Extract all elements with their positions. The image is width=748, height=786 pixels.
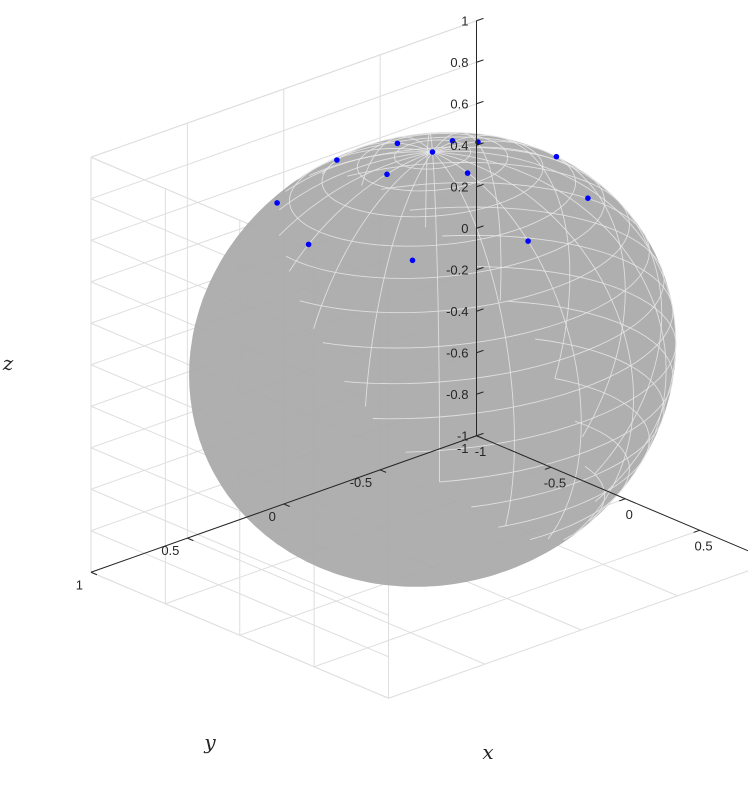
x-axis-title: x [482, 740, 493, 764]
data-points [274, 138, 591, 264]
z-tick-label: 0.8 [450, 55, 468, 70]
sphere-longitude-line [365, 151, 433, 407]
z-tick-label: -0.2 [446, 262, 468, 277]
sphere-longitude-line [432, 151, 667, 522]
z-tick-mark [476, 432, 484, 437]
sphere-longitude-line [361, 136, 433, 186]
z-tick-label: -0.8 [446, 387, 468, 402]
sphere-longitude-line [432, 151, 440, 482]
side-wall-grid-line [90, 571, 389, 699]
data-point [384, 171, 390, 178]
z-tick-label: 0.4 [450, 138, 468, 153]
z-tick-label: -0.6 [446, 345, 468, 360]
sphere-longitude-line [432, 151, 634, 535]
sphere-longitude-line [279, 151, 433, 211]
z-tick-mark [476, 391, 484, 395]
z-tick-label: 0.6 [450, 96, 468, 111]
x-tick-label: -1 [475, 444, 487, 459]
x-tick-label: 0 [626, 507, 633, 522]
data-point [334, 157, 340, 163]
y-tick-label: -1 [457, 441, 469, 456]
z-tick-label: -0.4 [446, 304, 468, 319]
x-tick-mark [544, 466, 552, 470]
y-axis-title: y [203, 730, 216, 754]
sphere-longitude-line [297, 148, 433, 180]
y-tick-mark [90, 571, 98, 576]
sphere-latitude-line [285, 146, 606, 279]
data-point [553, 153, 560, 160]
side-wall-grid-line [90, 530, 389, 658]
y-tick-label: 0 [269, 509, 276, 524]
data-point [464, 170, 471, 176]
z-tick-mark [476, 17, 484, 22]
sphere-latitude-line [299, 161, 630, 314]
data-point [274, 200, 280, 206]
x-tick-mark [619, 498, 626, 502]
data-point [429, 149, 436, 155]
sphere-latitude-line [471, 338, 665, 508]
y-tick-label: 1 [76, 577, 83, 592]
y-tick-label: 0.5 [161, 543, 179, 558]
z-tick-label: -1 [457, 428, 469, 443]
back-wall-grid-line [90, 103, 477, 241]
x-tick-label: -0.5 [544, 475, 566, 490]
z-tick-mark [476, 183, 484, 188]
sphere-longitude-line [278, 151, 433, 237]
data-point [305, 241, 312, 248]
data-point [409, 257, 416, 264]
x-tick-mark [470, 435, 477, 439]
sphere-latitude-line [372, 234, 674, 420]
sphere-longitude-line [432, 151, 582, 540]
sphere-surface [189, 131, 677, 587]
sphere-longitude-line [425, 132, 433, 228]
z-tick-mark [476, 266, 484, 271]
sphere-body [189, 132, 676, 587]
back-wall-grid-line [90, 61, 477, 200]
axes-layer [90, 17, 748, 576]
sphere-longitude-line [432, 140, 626, 438]
z-tick-mark [476, 142, 484, 146]
y-tick-mark [283, 503, 290, 507]
x-tick-label: 0.5 [695, 538, 713, 553]
data-point [449, 138, 456, 144]
sphere-longitude-line [313, 151, 433, 329]
y-tick-mark [476, 435, 483, 439]
box-edge [90, 20, 477, 158]
y-tick-mark [187, 537, 194, 542]
z-tick-mark [476, 100, 484, 105]
z-axis-title: z [2, 351, 14, 375]
sphere-longitude-line [432, 146, 663, 475]
z-tick-mark [476, 349, 484, 354]
y-tick-label: -0.5 [350, 475, 372, 490]
y-tick-mark [379, 469, 387, 473]
sphere-latitude-line [344, 206, 665, 385]
z-tick-mark [476, 308, 484, 312]
sphere-longitude-line [432, 150, 677, 502]
sphere-latitude-line [405, 266, 677, 453]
data-point [525, 238, 531, 244]
sphere-latitude-line [563, 466, 606, 541]
sphere-longitude-line [432, 135, 571, 379]
tick-labels: -1 -0.8 -0.6 -0.4 -0.2 0 0.2 0.4 0.6 0.8 1 -1 -0.5 0 0… [76, 13, 713, 592]
z-tick-label: 0 [461, 221, 468, 236]
z-tick-label: 0.2 [450, 179, 468, 194]
z-tick-label: 1 [461, 13, 468, 28]
side-wall-grid-line [90, 488, 389, 616]
data-point [585, 195, 591, 201]
sphere-latitude-line [322, 182, 650, 349]
floor-grid-line [187, 537, 486, 665]
z-tick-mark [476, 59, 484, 63]
data-point [394, 140, 401, 147]
sphere-longitude-line [285, 151, 433, 192]
sphere-latitude-line [529, 420, 630, 541]
sphere-longitude-line [432, 151, 515, 526]
x-tick-mark [693, 529, 700, 533]
z-tick-mark [476, 225, 484, 229]
sphere-longitude-line [432, 131, 502, 301]
